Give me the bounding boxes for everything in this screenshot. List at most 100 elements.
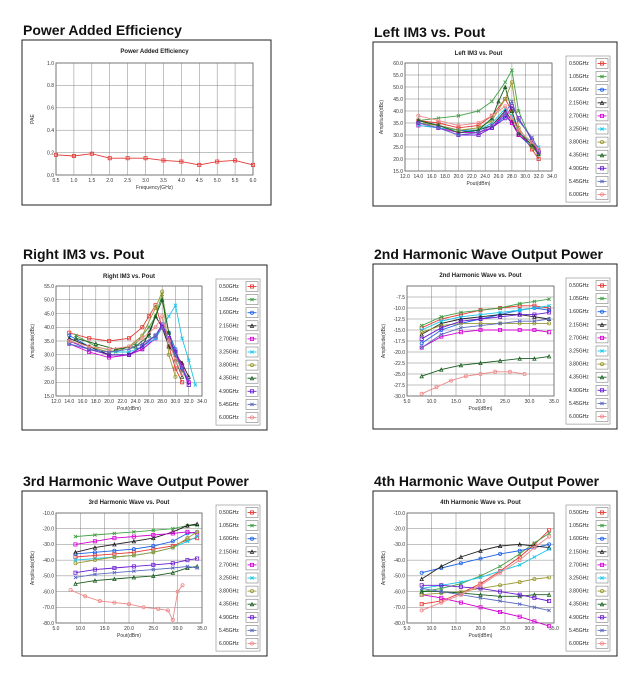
data-point [476,130,481,135]
data-point [197,162,202,167]
y-tick-label: 55.0 [44,284,54,290]
legend-label: 1.60GHz [219,310,239,316]
y-tick-label: 0.0 [47,173,54,179]
data-point [530,135,534,140]
data-point [166,352,171,357]
x-tick-label: 5.0 [53,626,60,632]
data-point [180,583,185,588]
data-point [439,586,444,591]
data-point [489,125,494,130]
x-tick-label: 15.0 [100,626,110,632]
x-tick-label: 5.0 [404,399,411,405]
data-point [547,330,552,335]
legend-label: 0.50GHz [569,283,589,289]
data-point [547,547,552,552]
data-point [517,356,522,361]
data-point [107,338,112,343]
series-path [421,305,550,331]
y-tick-label: -10.0 [394,306,406,312]
data-point [140,325,145,330]
legend-label: 3.25GHz [569,349,589,355]
data-point [600,127,604,131]
series-line-2 [419,297,552,328]
y-tick-label: -7.5 [396,295,405,301]
data-point [478,312,483,317]
y-tick-label: 20.0 [44,380,54,386]
data-point [89,151,94,156]
y-tick-label: -30.0 [43,542,55,548]
data-point [419,341,424,346]
data-point [73,542,78,547]
data-point [600,414,605,419]
x-tick-label: 4.0 [178,178,185,184]
legend-label: 4.35GHz [569,375,589,381]
data-point [97,599,102,604]
legend-label: 5.45GHz [569,401,589,407]
x-tick-label: 20.0 [476,626,486,632]
data-point [250,297,254,302]
data-point [112,541,117,547]
data-point [489,118,494,123]
data-point [434,385,439,390]
data-point [112,548,117,553]
data-point [547,303,552,308]
data-point [73,549,78,555]
legend-label: 2.15GHz [569,322,589,328]
x-tick-label: 6.0 [250,178,257,184]
x-axis-label: Pout(dBm) [467,181,491,187]
data-point [83,594,88,599]
data-point [478,316,483,321]
x-axis-label: Pout(dBm) [469,633,493,639]
data-point [112,570,117,575]
data-point [140,333,145,338]
series-line-11 [416,104,541,152]
data-point [180,366,185,371]
data-point [478,308,483,313]
data-point [600,192,605,197]
y-tick-label: -27.5 [394,383,406,389]
data-point [107,347,112,352]
x-tick-label: 24.0 [480,174,490,180]
series-path [421,536,550,611]
data-point [498,310,503,315]
data-point [249,549,255,554]
data-point [496,98,501,104]
data-point [180,336,185,341]
x-tick-label: 3.5 [160,178,167,184]
y-axis-label: Amplitude(dBc) [379,100,385,135]
y-tick-label: 55.0 [393,73,403,79]
y-tick-label: 15.0 [393,169,403,175]
series-path [69,304,183,383]
data-point [536,147,541,152]
legend-label: 4.90GHz [569,166,589,172]
chart-title: Right IM3 vs. Pout [103,274,155,280]
data-point [185,558,190,563]
data-point [532,577,537,582]
data-point [419,373,424,379]
data-point [233,158,238,163]
data-point [502,84,508,89]
x-tick-label: 26.0 [494,174,504,180]
y-tick-label: 15.0 [44,394,54,400]
data-point [546,353,552,359]
legend-label: 4.90GHz [219,615,239,621]
series-path [418,68,539,155]
data-point [419,583,424,588]
data-point [439,595,444,600]
data-point [151,533,156,538]
x-tick-label: 25.0 [500,399,510,405]
data-point [140,347,145,352]
chart-panel-5: 3rd Harmonic Wave vs. Pout 5.0 10.0 15.0 20.… [21,490,268,657]
data-point [498,551,503,556]
x-tick-label: 30.0 [525,626,535,632]
series-path [421,594,550,627]
y-tick-label: 35.0 [393,121,403,127]
data-point [547,534,552,539]
data-point [600,628,604,633]
data-point [419,336,424,341]
data-point [73,581,78,586]
data-point [532,314,537,319]
y-tick-label: -40.0 [394,558,406,564]
data-point [250,628,254,633]
legend-label: 2.15GHz [569,549,589,555]
